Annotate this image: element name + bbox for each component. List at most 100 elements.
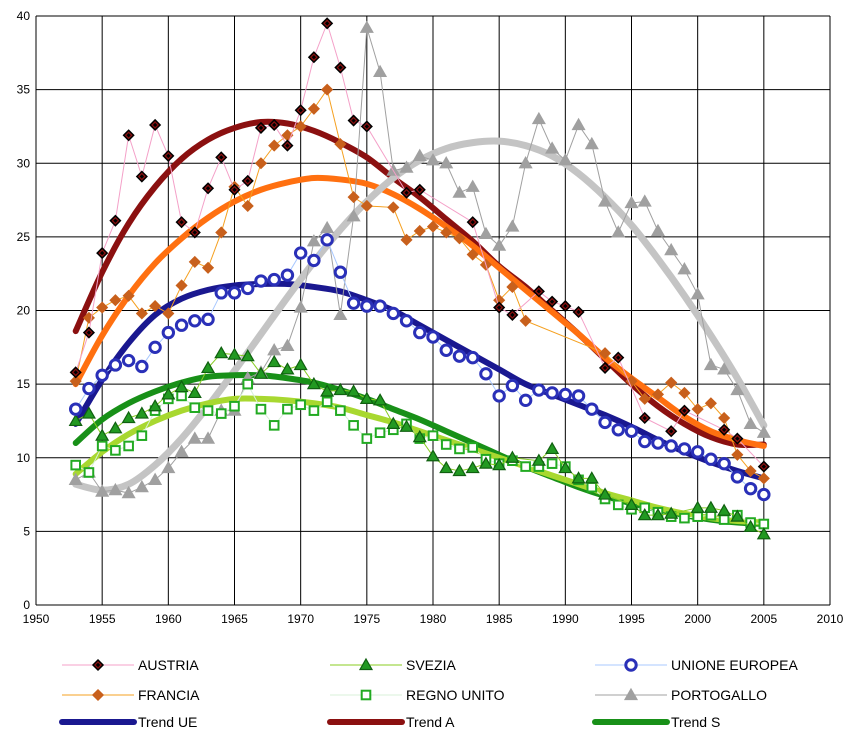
trend-line-trend-f [72, 174, 767, 449]
legend-label: Trend S [671, 714, 720, 730]
data-point-svezia [478, 456, 493, 469]
data-point-portogallo [624, 195, 639, 209]
series-unione-europea [69, 233, 771, 502]
data-point-regno-unito [110, 445, 121, 456]
data-point-francia [506, 280, 519, 294]
data-point-austria [188, 226, 201, 239]
data-point-svezia [346, 384, 361, 397]
data-point-francia [413, 224, 426, 238]
data-point-svezia [743, 519, 758, 533]
data-point-portogallo [320, 220, 335, 234]
data-point-unione-europea [320, 233, 334, 247]
data-point-portogallo [425, 153, 441, 166]
data-point-portogallo [280, 338, 295, 351]
data-point-austria [678, 404, 691, 417]
data-point-austria [598, 361, 612, 374]
data-point-svezia [690, 500, 705, 513]
data-point-svezia [81, 406, 96, 419]
data-point-austria [546, 295, 559, 308]
data-point-regno-unito [229, 400, 240, 412]
data-point-austria [135, 170, 148, 183]
data-point-francia [638, 392, 651, 405]
data-point-svezia [730, 509, 745, 522]
data-point-regno-unito [282, 403, 293, 415]
legend-marker [624, 658, 638, 672]
data-point-regno-unito [189, 402, 201, 413]
legend-item-portogallo: PORTOGALLO [595, 687, 767, 703]
data-point-austria [559, 300, 572, 313]
data-point-austria [400, 186, 413, 199]
data-point-francia [201, 261, 215, 274]
data-point-svezia [174, 379, 189, 393]
legend-label: REGNO UNITO [406, 687, 505, 703]
data-point-regno-unito [308, 405, 320, 416]
data-point-unione-europea [82, 381, 96, 396]
data-point-austria [149, 118, 162, 132]
data-point-portogallo [200, 431, 216, 444]
data-point-austria [506, 308, 519, 321]
data-point-austria [466, 216, 479, 229]
data-point-svezia [95, 428, 110, 441]
data-point-regno-unito [679, 512, 690, 524]
data-point-unione-europea [293, 246, 308, 260]
data-point-unione-europea [241, 281, 255, 296]
data-point-portogallo [584, 136, 599, 150]
data-point-portogallo [346, 209, 361, 222]
data-point-unione-europea [624, 424, 639, 438]
data-point-portogallo [492, 238, 507, 251]
data-point-francia [440, 226, 453, 239]
data-point-francia [651, 388, 665, 401]
data-point-svezia [452, 463, 467, 477]
y-tick-label: 40 [17, 9, 31, 23]
data-point-unione-europea [664, 439, 678, 453]
data-point-unione-europea [267, 272, 281, 287]
data-point-unione-europea [121, 353, 136, 368]
data-point-regno-unito [295, 399, 306, 411]
data-point-portogallo [134, 479, 149, 493]
data-point-unione-europea [452, 349, 467, 363]
data-point-francia [360, 199, 373, 213]
data-point-francia [453, 232, 466, 245]
data-point-unione-europea [690, 445, 705, 459]
data-point-francia [162, 307, 175, 320]
data-point-unione-europea [730, 470, 745, 484]
data-point-portogallo [174, 444, 189, 457]
data-point-unione-europea [466, 350, 480, 365]
data-point-regno-unito [546, 458, 558, 469]
legend-label: Trend UE [138, 714, 197, 730]
data-point-unione-europea [280, 268, 295, 282]
data-point-portogallo [187, 431, 202, 444]
data-point-portogallo [730, 382, 745, 396]
legend-marker [623, 687, 639, 701]
data-point-austria [215, 151, 228, 164]
data-point-regno-unito [520, 461, 531, 472]
data-point-portogallo [505, 219, 520, 232]
data-point-unione-europea [651, 436, 665, 450]
data-point-francia [96, 301, 109, 314]
data-point-austria [201, 182, 215, 195]
data-point-portogallo [452, 185, 467, 198]
x-tick-label: 1995 [618, 612, 645, 626]
data-point-francia [334, 138, 347, 151]
data-point-svezia [558, 460, 573, 474]
data-point-francia [691, 403, 704, 416]
data-point-regno-unito [176, 390, 187, 402]
data-point-unione-europea [214, 286, 228, 300]
data-point-regno-unito [427, 430, 439, 441]
data-point-unione-europea [227, 286, 242, 300]
series-line-austria [75, 21, 765, 467]
legend-marker [358, 657, 374, 671]
data-point-francia [387, 201, 400, 214]
legend-marker [91, 688, 105, 702]
data-point-austria [347, 114, 360, 127]
data-point-svezia [280, 362, 295, 375]
data-point-francia [215, 226, 228, 239]
data-point-svezia [703, 500, 718, 513]
data-point-portogallo [650, 223, 666, 237]
data-series [68, 17, 771, 540]
data-point-unione-europea [360, 299, 374, 313]
data-point-austria [122, 129, 135, 142]
data-point-austria [254, 121, 268, 134]
data-point-regno-unito [467, 442, 478, 453]
data-point-unione-europea [69, 402, 83, 416]
